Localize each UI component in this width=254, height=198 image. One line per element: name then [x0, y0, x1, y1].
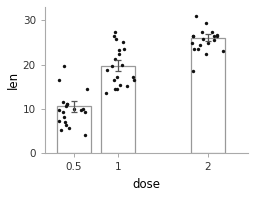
Point — [65, 102, 69, 105]
Point — [61, 64, 66, 68]
Bar — [101, 66, 135, 153]
Point — [67, 126, 71, 129]
Point — [189, 42, 194, 45]
Point — [191, 70, 195, 73]
Point — [61, 101, 65, 104]
Point — [112, 88, 116, 91]
Point — [85, 88, 89, 91]
Point — [120, 63, 124, 66]
Point — [78, 109, 82, 112]
Point — [121, 47, 125, 50]
Point — [83, 110, 87, 113]
Point — [62, 115, 66, 119]
Point — [113, 37, 117, 41]
Point — [63, 121, 67, 124]
Point — [113, 31, 117, 34]
Point — [211, 39, 215, 42]
Point — [72, 108, 76, 111]
Point — [116, 52, 120, 55]
Point — [198, 43, 202, 46]
Bar — [56, 106, 90, 153]
Point — [200, 37, 204, 41]
Point — [190, 35, 194, 38]
Point — [81, 108, 85, 111]
Y-axis label: len: len — [7, 71, 20, 89]
Point — [117, 49, 121, 52]
Point — [193, 15, 197, 18]
Point — [60, 110, 65, 113]
Point — [130, 75, 134, 78]
Point — [195, 47, 199, 50]
Point — [56, 109, 60, 112]
Point — [117, 83, 121, 86]
Point — [205, 42, 209, 45]
Point — [209, 31, 213, 34]
Point — [124, 84, 128, 88]
Point — [65, 102, 69, 105]
Point — [64, 104, 68, 107]
Point — [109, 64, 113, 68]
Point — [190, 35, 194, 38]
Point — [112, 79, 116, 82]
Point — [104, 69, 108, 72]
Point — [192, 47, 196, 50]
Point — [220, 50, 224, 53]
Point — [214, 35, 218, 38]
Point — [112, 35, 116, 38]
Point — [113, 58, 117, 61]
Point — [59, 129, 63, 132]
Point — [64, 124, 68, 127]
Point — [83, 133, 87, 136]
Point — [115, 88, 119, 91]
Point — [214, 33, 218, 36]
Bar — [190, 38, 224, 153]
Point — [57, 79, 61, 82]
Point — [132, 79, 136, 82]
Point — [199, 31, 203, 34]
Point — [211, 35, 215, 38]
X-axis label: dose: dose — [132, 178, 160, 191]
Point — [115, 75, 119, 78]
Point — [191, 1, 195, 5]
Point — [57, 119, 61, 123]
Point — [103, 91, 107, 95]
Point — [120, 40, 124, 43]
Point — [203, 52, 207, 56]
Point — [203, 21, 207, 25]
